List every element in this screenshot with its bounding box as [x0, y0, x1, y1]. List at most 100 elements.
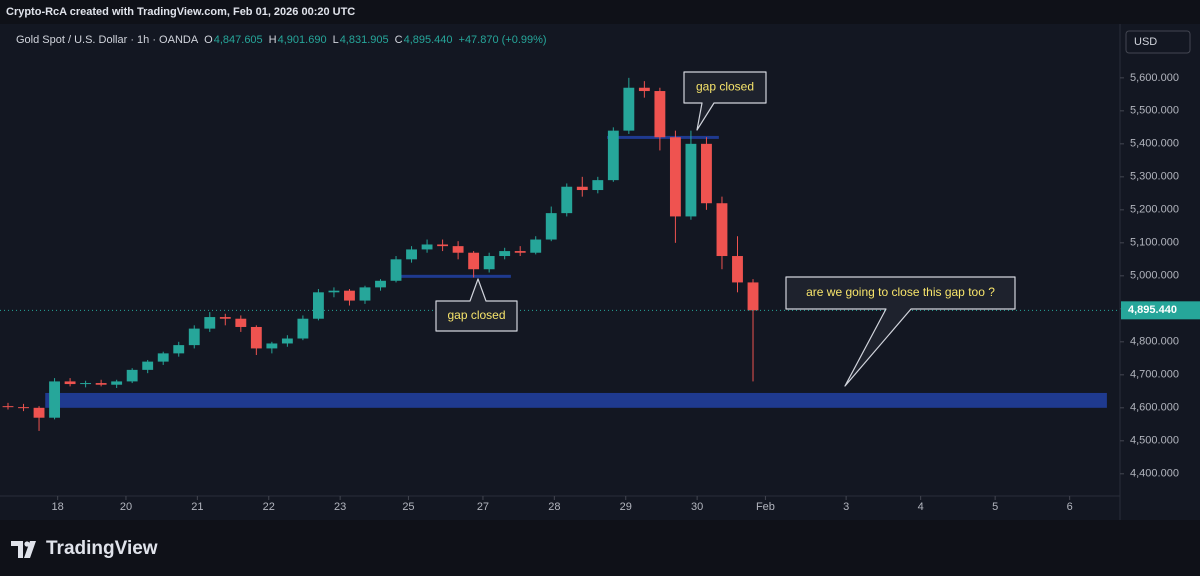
legend-label: H: [269, 34, 277, 46]
callout: [785, 276, 1016, 387]
candle-body: [188, 328, 200, 346]
annotation: gap closed: [696, 80, 754, 94]
gap-zone: [607, 135, 719, 139]
candle-body: [638, 87, 650, 92]
candle-body: [235, 318, 247, 327]
last-price-box: [1121, 301, 1200, 320]
candle-body: [126, 369, 138, 382]
candle-body: [701, 143, 712, 204]
candle-body: [142, 361, 154, 370]
candle-body: [623, 87, 635, 131]
legend-change: +47.870 (+0.99%): [459, 34, 547, 46]
legend-label: O: [204, 34, 213, 46]
candle-body: [592, 180, 604, 191]
price-axis: [1120, 24, 1200, 520]
annotation: are we going to close this gap too ?: [806, 285, 995, 299]
x-tick-label: 25: [402, 501, 414, 513]
callout: [435, 278, 518, 332]
candle-body: [173, 345, 185, 354]
candle-body: [250, 326, 262, 349]
candle-body: [732, 256, 743, 283]
logo-icon: [24, 541, 30, 547]
callout: [683, 71, 767, 131]
candle-body: [359, 287, 371, 301]
y-tick-label: 5,000.000: [1130, 270, 1179, 282]
y-tick-label: 4,800.000: [1130, 336, 1179, 348]
legend-value: 4,895.440: [404, 34, 453, 46]
candle-body: [33, 407, 45, 418]
candle-body: [421, 244, 433, 250]
y-tick-label: 5,400.000: [1130, 138, 1179, 150]
plot-area: [0, 24, 1120, 520]
x-tick-label: 27: [477, 501, 489, 513]
x-tick-label: 6: [1067, 501, 1073, 513]
legend-label: L: [333, 34, 339, 46]
x-tick-label: 30: [691, 501, 703, 513]
candle-body: [18, 407, 29, 409]
candle-body: [80, 383, 92, 385]
candle-body: [328, 290, 340, 293]
candle-body: [545, 213, 557, 240]
candle-body: [297, 318, 309, 339]
x-tick-label: 21: [191, 501, 203, 513]
candle-body: [747, 282, 759, 311]
logo: [11, 541, 36, 558]
x-tick-label: 22: [263, 501, 275, 513]
annotation: gap closed: [447, 308, 505, 322]
y-tick-label: 5,200.000: [1130, 204, 1179, 216]
candle-body: [669, 137, 681, 217]
candle-body: [344, 290, 355, 301]
candle-body: [49, 381, 60, 418]
candle-body: [576, 186, 588, 191]
candle-body: [561, 186, 573, 214]
legend-value: 4,831.905: [340, 34, 389, 46]
candle-body: [375, 280, 386, 288]
x-tick-label: 5: [992, 501, 998, 513]
logo-icon: [11, 541, 36, 558]
candle-body: [483, 256, 495, 270]
x-tick-label: Feb: [756, 501, 775, 513]
candle-body: [204, 317, 216, 329]
x-tick-label: 3: [843, 501, 849, 513]
candle-body: [685, 143, 697, 217]
legend-value: 4,901.690: [278, 34, 327, 46]
y-tick-label: 5,600.000: [1130, 72, 1179, 84]
y-tick-label: 5,300.000: [1130, 171, 1179, 183]
candle-body: [219, 317, 231, 319]
candle-body: [312, 292, 324, 319]
candle-body: [437, 244, 449, 247]
x-tick-label: 23: [334, 501, 346, 513]
candle-body: [95, 383, 107, 385]
y-tick-label: 4,500.000: [1130, 435, 1179, 447]
currency: USD: [1134, 36, 1157, 48]
candle-body: [654, 91, 666, 138]
candle-body: [607, 130, 619, 181]
y-tick-label: 5,500.000: [1130, 105, 1179, 117]
x-tick-label: 4: [918, 501, 924, 513]
x-tick-label: 28: [548, 501, 560, 513]
candle-body: [514, 251, 526, 253]
currency-box[interactable]: [1125, 30, 1191, 54]
candle-body: [452, 246, 464, 253]
brand: TradingView: [46, 538, 158, 559]
gap-zone: [396, 274, 511, 278]
candle-body: [281, 338, 293, 344]
x-tick-label: 20: [120, 501, 132, 513]
chart-title: Gold Spot / U.S. Dollar · 1h · OANDA: [16, 34, 199, 46]
candle-body: [530, 239, 542, 253]
legend-value: 4,847.605: [214, 34, 263, 46]
candle-body: [111, 381, 123, 385]
last-price-label: 4,895.440: [1128, 304, 1177, 316]
candle-body: [2, 406, 14, 408]
gap-zone: [45, 392, 1107, 408]
y-tick-label: 4,600.000: [1130, 402, 1179, 414]
x-tick-label: 18: [52, 501, 64, 513]
candle-body: [390, 259, 402, 281]
y-tick-label: 4,400.000: [1130, 468, 1179, 480]
candle-body: [468, 252, 480, 270]
legend-label: C: [395, 34, 403, 46]
x-tick-label: 29: [620, 501, 632, 513]
candle-body: [266, 343, 278, 349]
y-tick-label: 5,100.000: [1130, 237, 1179, 249]
